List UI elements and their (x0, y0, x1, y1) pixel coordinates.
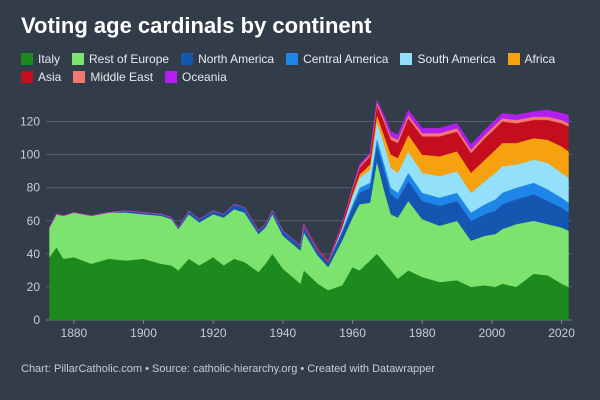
chart-footer: Chart: PillarCatholic.com • Source: cath… (21, 363, 436, 375)
legend-label-italy: Italy (38, 52, 61, 66)
x-tick-label-1980: 1980 (409, 326, 436, 340)
legend-swatch-central-america (286, 53, 299, 65)
x-tick-label-1920: 1920 (200, 326, 227, 340)
y-tick-label-0: 0 (33, 313, 40, 327)
legend-swatch-oceania (165, 71, 178, 83)
legend-row-2: Asia Middle East Oceania (21, 68, 581, 86)
legend-label-middle-east: Middle East (90, 70, 154, 84)
legend-swatch-rest-of-europe (72, 53, 85, 65)
legend-item-italy: Italy (21, 52, 60, 66)
chart-legend: Italy Rest of Europe North America Centr… (21, 50, 581, 86)
legend-row-1: Italy Rest of Europe North America Centr… (21, 50, 581, 68)
legend-item-oceania: Oceania (165, 70, 227, 84)
legend-item-middle-east: Middle East (73, 70, 153, 84)
legend-label-asia: Asia (38, 70, 62, 84)
y-tick-label-100: 100 (20, 148, 40, 162)
x-tick-label-2020: 2020 (548, 326, 575, 340)
chart-title: Voting age cardinals by continent (21, 13, 372, 38)
legend-label-rest-of-europe: Rest of Europe (89, 52, 170, 66)
legend-item-north-america: North America (181, 52, 274, 66)
x-tick-label-1880: 1880 (61, 326, 88, 340)
area-series-oceania (49, 99, 569, 261)
x-tick-label-1940: 1940 (270, 326, 297, 340)
legend-item-rest-of-europe: Rest of Europe (72, 52, 169, 66)
legend-label-oceania: Oceania (182, 70, 227, 84)
legend-swatch-italy (21, 53, 33, 65)
y-tick-label-20: 20 (27, 280, 41, 294)
legend-swatch-north-america (181, 53, 194, 65)
legend-label-africa: Africa (524, 52, 556, 66)
legend-item-asia: Asia (21, 70, 61, 84)
legend-label-south-america: South America (417, 52, 496, 66)
legend-swatch-south-america (400, 53, 413, 65)
legend-swatch-asia (21, 71, 33, 83)
x-tick-label-1960: 1960 (339, 326, 366, 340)
legend-item-africa: Africa (507, 52, 556, 66)
legend-swatch-africa (507, 53, 520, 65)
legend-item-south-america: South America (400, 52, 496, 66)
y-tick-label-60: 60 (27, 214, 41, 228)
legend-swatch-middle-east (73, 71, 86, 83)
y-tick-label-80: 80 (27, 181, 41, 195)
x-tick-label-1900: 1900 (130, 326, 157, 340)
y-tick-label-40: 40 (27, 247, 41, 261)
legend-item-central-america: Central America (286, 52, 388, 66)
x-tick-label-2000: 2000 (479, 326, 506, 340)
y-tick-label-120: 120 (20, 115, 40, 129)
legend-label-central-america: Central America (303, 52, 389, 66)
legend-label-north-america: North America (198, 52, 275, 66)
